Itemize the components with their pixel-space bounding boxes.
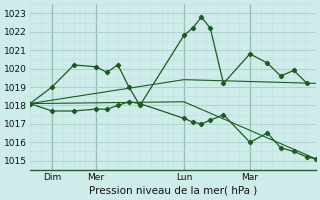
X-axis label: Pression niveau de la mer( hPa ): Pression niveau de la mer( hPa ) [89, 186, 257, 196]
